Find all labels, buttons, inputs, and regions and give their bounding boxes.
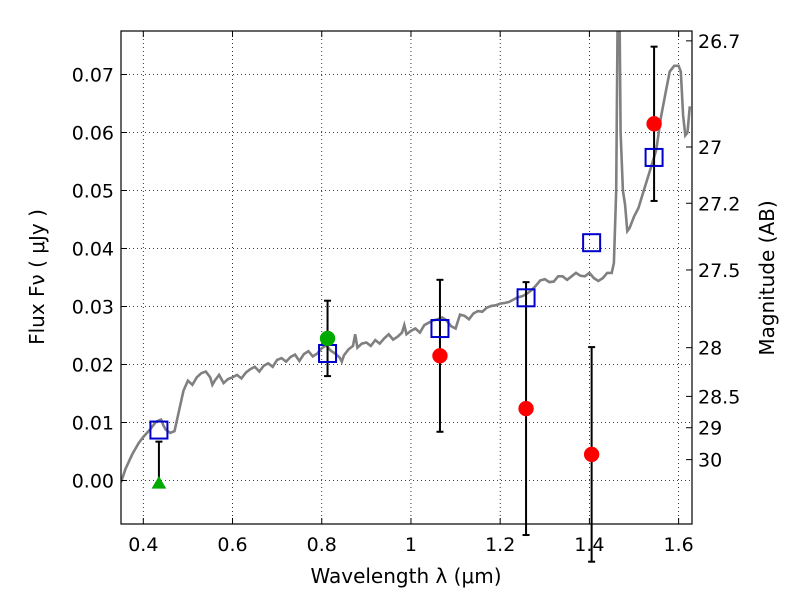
y-tick-label: 0.00 [72, 471, 114, 493]
y-tick-label: 0.04 [72, 239, 114, 261]
triangle-point [151, 475, 167, 489]
magnitude-tick-label: 28.5 [698, 386, 740, 408]
magnitude-tick-label: 27.2 [698, 193, 740, 215]
model-photometry-square [430, 319, 450, 339]
y-tick-label: 0.02 [72, 355, 114, 377]
magnitude-tick-label: 27 [698, 137, 722, 159]
x-tick-label: 0.4 [128, 534, 158, 556]
observed-point [646, 116, 662, 132]
model-photometry-square [582, 233, 602, 253]
x-tick-label: 0.6 [217, 534, 247, 556]
model-spectrum [121, 31, 692, 483]
y-axis-label-right: Magnitude (AB) [755, 200, 779, 355]
model-spectrum-line [121, 31, 692, 483]
y-tick-label: 0.01 [72, 413, 114, 435]
y-tick-label: 0.06 [72, 123, 114, 145]
y-tick-label: 0.03 [72, 297, 114, 319]
observed-point [432, 348, 448, 364]
magnitude-tick-label: 29 [698, 418, 722, 440]
x-tick-label: 0.8 [307, 534, 337, 556]
x-tick-label: 1.2 [485, 534, 515, 556]
data-markers [149, 116, 664, 489]
plot-frame [120, 30, 693, 525]
magnitude-tick-label: 28 [698, 338, 722, 360]
magnitude-tick-label: 26.7 [698, 31, 740, 53]
x-tick-label: 1.4 [574, 534, 604, 556]
y-tick-label: 0.07 [72, 65, 114, 87]
axis-ticks [121, 31, 692, 524]
model-photometry-square [644, 147, 664, 167]
observed-point [518, 400, 534, 417]
x-tick-label: 1 [405, 534, 417, 556]
grid [121, 31, 692, 524]
tick-labels: 0.4 0.6 0.8 1 1.2 1.4 1.6 0.00 0.01 0.02 0.03 0.04 0… [72, 31, 741, 556]
model-photometry-square [149, 420, 169, 440]
x-tick-label: 1.6 [664, 534, 694, 556]
magnitude-tick-label: 27.5 [698, 260, 740, 282]
y-tick-label: 0.05 [72, 181, 114, 203]
green-point [319, 330, 336, 347]
model-photometry-square [516, 288, 536, 308]
error-bars [155, 45, 658, 563]
y-axis-label-left: Flux Fν ( μJy ) [25, 209, 49, 345]
observed-point [583, 446, 600, 463]
magnitude-tick-label: 30 [698, 450, 722, 472]
x-axis-label: Wavelength λ (μm) [310, 564, 501, 588]
